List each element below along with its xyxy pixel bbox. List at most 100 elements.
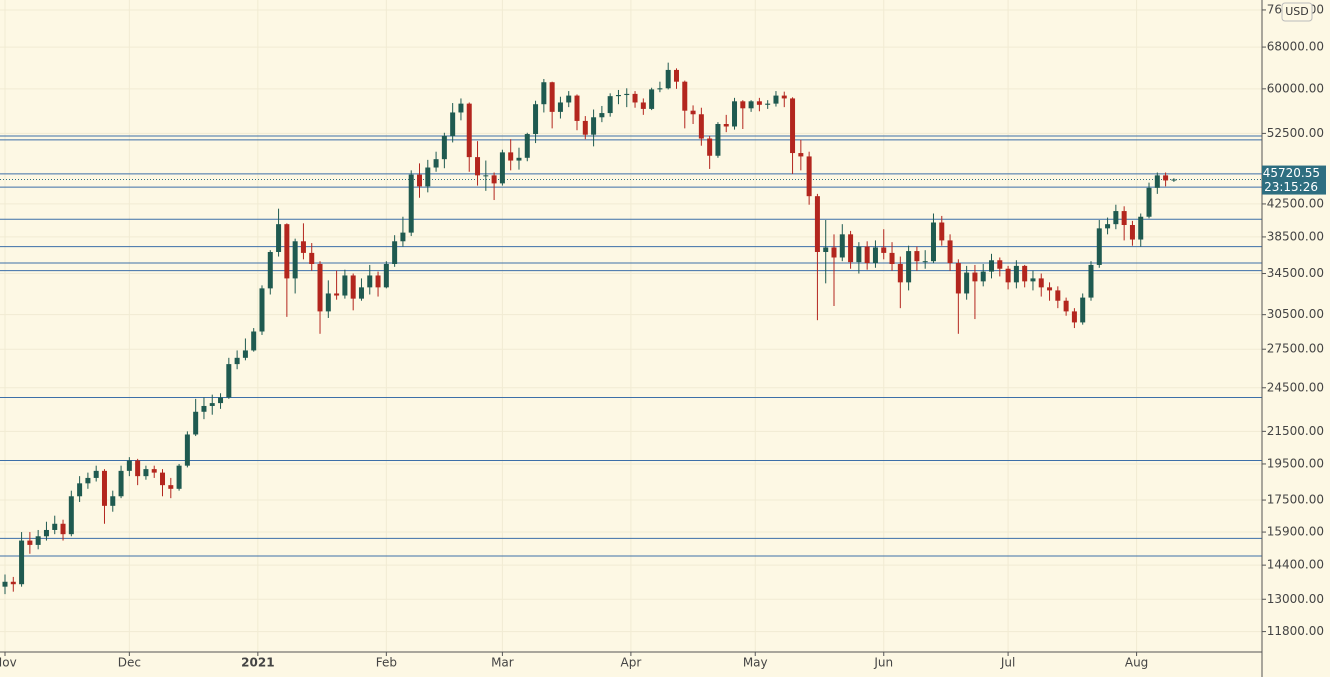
candle-body xyxy=(300,241,306,253)
candle-body xyxy=(151,469,157,473)
candle-body xyxy=(964,272,970,294)
candle-body xyxy=(168,485,174,489)
y-tick-label: 60000.00 xyxy=(1267,81,1324,95)
candle-body xyxy=(383,263,389,288)
countdown-label: 23:15:26 xyxy=(1264,180,1318,194)
candle-body xyxy=(417,174,422,187)
candle-body xyxy=(781,95,787,99)
candle-body xyxy=(1038,278,1044,288)
candle-body xyxy=(433,159,439,168)
candle-body xyxy=(342,275,348,296)
candle-body xyxy=(1096,228,1102,265)
candle-body xyxy=(756,101,762,105)
candle-body xyxy=(43,529,49,537)
candle-body xyxy=(657,88,663,90)
y-tick-label: 30500.00 xyxy=(1267,307,1324,321)
y-tick-label: 27500.00 xyxy=(1267,342,1324,356)
candle-body xyxy=(848,234,854,263)
candle-body xyxy=(425,167,431,187)
y-tick-label: 21500.00 xyxy=(1267,424,1324,438)
candle-body xyxy=(350,275,356,299)
candle-body xyxy=(1154,175,1160,188)
candle-body xyxy=(673,69,679,82)
candle-body xyxy=(889,252,895,264)
levels xyxy=(0,135,1262,557)
candle-body xyxy=(1138,216,1144,240)
y-tick-label: 11800.00 xyxy=(1267,624,1324,638)
candle-body xyxy=(541,82,547,105)
candle-body xyxy=(60,523,66,535)
candle-body xyxy=(740,101,746,109)
x-tick-label: Jul xyxy=(1000,656,1015,670)
candle-body xyxy=(864,246,870,264)
x-tick-label: Feb xyxy=(376,656,397,670)
last-price-badge xyxy=(1262,165,1326,195)
y-tick-label: 15900.00 xyxy=(1267,525,1324,539)
candle-body xyxy=(201,405,207,412)
candle-body xyxy=(591,117,597,135)
candle-body xyxy=(748,101,754,109)
candle-body xyxy=(1022,265,1028,282)
candle-body xyxy=(1080,297,1086,323)
candle-body xyxy=(1071,311,1077,323)
candle-body xyxy=(1013,265,1019,283)
candle-body xyxy=(101,470,107,506)
candle-body xyxy=(632,93,638,103)
candle-body xyxy=(475,157,481,176)
x-tick-label: May xyxy=(743,656,768,670)
candle-body xyxy=(682,81,688,111)
candle-body xyxy=(566,95,572,103)
candle-body xyxy=(508,152,514,161)
candle-body xyxy=(640,102,646,109)
candle-body xyxy=(499,152,505,184)
candle-body xyxy=(574,95,580,121)
candle-body xyxy=(773,95,779,104)
y-tick-label: 14400.00 xyxy=(1267,558,1324,572)
candle-body xyxy=(972,272,978,282)
candle-body xyxy=(1146,187,1152,217)
y-tick-label: 68000.00 xyxy=(1267,40,1324,54)
candle-body xyxy=(209,403,215,406)
candle-body xyxy=(466,103,472,158)
candle-body xyxy=(160,472,166,486)
candle-body xyxy=(533,104,539,135)
candle-body xyxy=(1005,268,1011,283)
candle-body xyxy=(2,581,8,587)
candle-body xyxy=(93,470,99,478)
candle-body xyxy=(1105,224,1111,229)
candle-body xyxy=(184,434,190,466)
candle-body xyxy=(242,350,248,358)
candle-body xyxy=(1047,287,1053,291)
y-tick-label: 19500.00 xyxy=(1267,456,1324,470)
candle-body xyxy=(27,540,33,545)
candle-body xyxy=(1121,211,1127,225)
candle-body xyxy=(367,275,373,288)
currency-label: USD xyxy=(1285,5,1309,18)
candle-body xyxy=(392,241,398,264)
x-tick-label: Mar xyxy=(491,656,514,670)
x-tick-label: Aug xyxy=(1125,656,1148,670)
candle-body xyxy=(1113,211,1119,225)
candle-body xyxy=(483,175,489,177)
y-tick-label: 24500.00 xyxy=(1267,380,1324,394)
candle-body xyxy=(325,293,331,312)
candle-body xyxy=(989,260,995,272)
y-tick-label: 52500.00 xyxy=(1267,126,1324,140)
y-tick-label: 42500.00 xyxy=(1267,196,1324,210)
candle-body xyxy=(814,196,820,252)
candle-body xyxy=(557,102,563,112)
y-tick-label: 34500.00 xyxy=(1267,266,1324,280)
candle-body xyxy=(317,263,323,312)
candle-body xyxy=(856,246,862,263)
candle-body xyxy=(10,581,16,585)
candle-body xyxy=(1055,290,1061,301)
x-tick-label: Nov xyxy=(0,656,17,670)
candle-body xyxy=(765,103,771,105)
candle-body xyxy=(872,247,878,264)
candle-body xyxy=(839,234,845,258)
candle-body xyxy=(218,397,224,404)
candle-body xyxy=(690,110,696,115)
candle-body xyxy=(118,470,124,497)
